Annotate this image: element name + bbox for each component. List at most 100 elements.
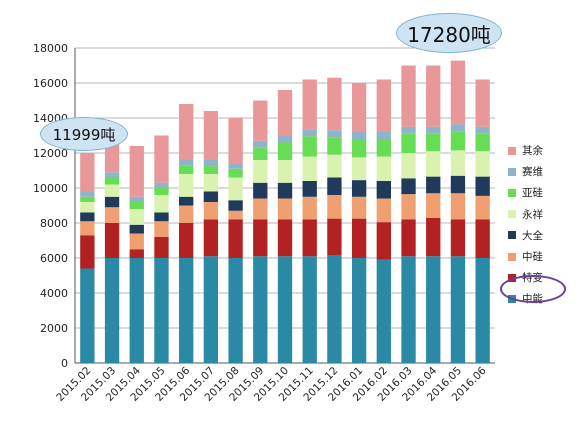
bar-segment-6 <box>376 139 391 157</box>
bar-segment-4 <box>80 212 95 222</box>
bar-segment-6 <box>179 165 194 174</box>
bar-segment-3 <box>426 193 441 218</box>
bar-segment-2 <box>104 223 120 258</box>
bar-segment-2 <box>277 219 293 257</box>
bar-segment-4 <box>426 176 441 194</box>
bar-segment-8 <box>154 135 169 183</box>
bar-segment-7 <box>104 172 120 178</box>
bar-segment-6 <box>80 196 95 202</box>
bar-segment-3 <box>129 233 144 250</box>
bar-segment-2 <box>203 219 219 257</box>
bar-segment-5 <box>376 156 391 181</box>
bar-segment-4 <box>203 191 219 202</box>
callout-max-total-label: 17280吨 <box>407 22 491 47</box>
bar-segment-6 <box>302 136 317 157</box>
bar-segment-4 <box>302 181 317 197</box>
bar-segment-7 <box>80 191 95 197</box>
bar-segment-5 <box>104 184 120 197</box>
legend-swatch <box>508 210 516 219</box>
bar-segment-3 <box>154 221 169 237</box>
bar-segment-3 <box>228 210 243 220</box>
bar-segment-2 <box>475 219 490 258</box>
legend-swatch <box>508 252 516 261</box>
bar-segment-1 <box>203 256 219 363</box>
bar-segment-2 <box>80 235 95 269</box>
legend-item: 大全 <box>508 225 576 246</box>
bar-segment-6 <box>426 133 441 152</box>
bar-segment-8 <box>253 100 268 141</box>
bar-segment-6 <box>228 168 243 178</box>
bar-segment-2 <box>376 222 391 260</box>
legend-item: 永祥 <box>508 204 576 225</box>
bar-segment-7 <box>154 182 169 188</box>
bar-segment-4 <box>253 182 268 199</box>
bar-segment-5 <box>80 202 95 213</box>
bar-segment-5 <box>327 154 342 178</box>
bar-segment-4 <box>104 196 120 208</box>
bar-segment-8 <box>80 153 95 192</box>
y-tick-label: 2000 <box>40 322 68 335</box>
callout-min-total-label: 11999吨 <box>52 125 116 144</box>
bar-segment-7 <box>475 126 490 134</box>
bar-segment-6 <box>475 133 490 152</box>
legend-item: 赛维 <box>508 161 576 182</box>
bar-segment-4 <box>228 200 243 211</box>
legend-swatch <box>508 188 516 197</box>
bar-segment-7 <box>179 160 194 166</box>
bar-segment-5 <box>228 177 243 201</box>
legend-highlight-circle <box>500 275 566 303</box>
y-tick-label: 12000 <box>33 147 68 160</box>
bar-segment-7 <box>376 131 391 139</box>
bar-segment-6 <box>253 147 268 160</box>
bar-segment-1 <box>179 258 194 363</box>
legend-label: 赛维 <box>522 166 543 179</box>
bar-segment-1 <box>253 256 268 363</box>
bar-segment-1 <box>302 256 317 363</box>
bar-segment-5 <box>129 209 144 225</box>
bar-segment-4 <box>401 178 416 195</box>
bar-segment-5 <box>179 174 194 197</box>
bar-segment-8 <box>277 90 293 136</box>
bars <box>80 60 490 363</box>
bar-segment-8 <box>426 65 441 127</box>
bar-segment-4 <box>154 212 169 222</box>
bar-segment-2 <box>253 219 268 257</box>
legend-swatch <box>508 231 516 240</box>
legend-label: 其余 <box>522 145 543 158</box>
bar-segment-1 <box>327 255 342 363</box>
bar-segment-1 <box>277 256 293 363</box>
bar-segment-7 <box>203 160 219 167</box>
bar-segment-6 <box>129 202 144 209</box>
bar-segment-8 <box>302 79 317 130</box>
legend-label: 永祥 <box>522 208 543 221</box>
bar-segment-4 <box>129 224 144 234</box>
bar-segment-6 <box>450 131 466 151</box>
bar-segment-5 <box>302 156 317 181</box>
bar-segment-3 <box>327 195 342 219</box>
legend-item: 中硅 <box>508 246 576 267</box>
bar-segment-1 <box>376 259 391 363</box>
bar-segment-1 <box>475 258 490 363</box>
bar-segment-7 <box>253 140 268 148</box>
y-tick-label: 6000 <box>40 252 68 265</box>
bar-segment-8 <box>179 104 194 160</box>
y-tick-label: 18000 <box>33 42 68 55</box>
bar-segment-2 <box>327 218 342 256</box>
bar-segment-1 <box>351 258 367 363</box>
bar-segment-1 <box>104 258 120 363</box>
bar-segment-7 <box>351 132 367 139</box>
bar-segment-8 <box>228 118 243 164</box>
bar-segment-8 <box>129 146 144 197</box>
bar-segment-2 <box>302 219 317 257</box>
legend-item: 亚硅 <box>508 182 576 203</box>
bar-segment-5 <box>401 153 416 179</box>
legend-label: 大全 <box>522 229 543 242</box>
bar-segment-5 <box>351 157 367 181</box>
bar-segment-8 <box>327 77 342 131</box>
bar-segment-1 <box>426 256 441 363</box>
bar-segment-1 <box>80 268 95 363</box>
bar-segment-4 <box>179 196 194 206</box>
bar-segment-3 <box>203 202 219 220</box>
bar-segment-3 <box>376 198 391 223</box>
